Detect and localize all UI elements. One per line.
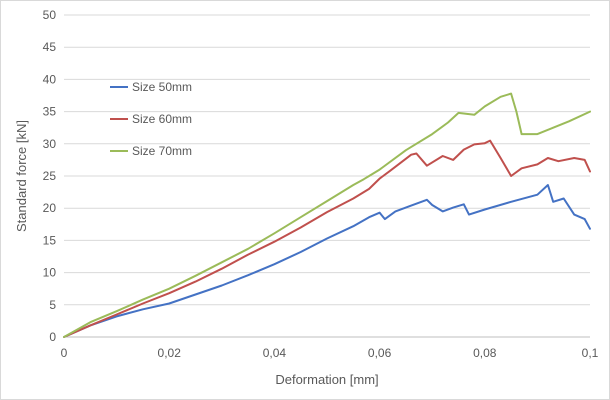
grid-lines [64, 14, 590, 306]
y-tick-label: 15 [43, 233, 57, 247]
legend: Size 50mm Size 60mm Size 70mm [110, 80, 192, 158]
x-tick-label: 0,04 [263, 346, 287, 360]
y-tick-label: 10 [43, 266, 57, 280]
y-tick-label: 40 [43, 72, 57, 86]
y-tick-label: 30 [43, 137, 57, 151]
series-line-size-50mm [63, 184, 591, 338]
legend-label-size-70: Size 70mm [132, 144, 192, 158]
y-tick-label: 25 [43, 169, 57, 183]
y-tick-label: 0 [49, 330, 56, 344]
y-tick-label: 45 [43, 40, 57, 54]
x-tick-label: 0,02 [158, 346, 182, 360]
series-lines [63, 92, 591, 338]
x-tick-label: 0,1 [582, 346, 599, 360]
y-tick-label: 5 [49, 298, 56, 312]
y-tick-label: 35 [43, 105, 57, 119]
x-tick-label: 0,06 [368, 346, 392, 360]
x-axis-title: Deformation [mm] [275, 372, 378, 387]
series-line-size-60mm [63, 139, 591, 338]
series-line-size-70mm [63, 92, 591, 338]
legend-label-size-60: Size 60mm [132, 112, 192, 126]
y-tick-label: 50 [43, 8, 57, 22]
tick-labels: 0 5 10 15 20 25 30 35 40 45 50 0 0,02 0,04 0,06 0,08 0,1 [43, 8, 599, 360]
x-tick-label: 0,08 [473, 346, 497, 360]
y-tick-label: 20 [43, 201, 57, 215]
y-axis-title: Standard force [kN] [14, 120, 29, 232]
legend-label-size-50: Size 50mm [132, 80, 192, 94]
x-tick-label: 0 [61, 346, 68, 360]
